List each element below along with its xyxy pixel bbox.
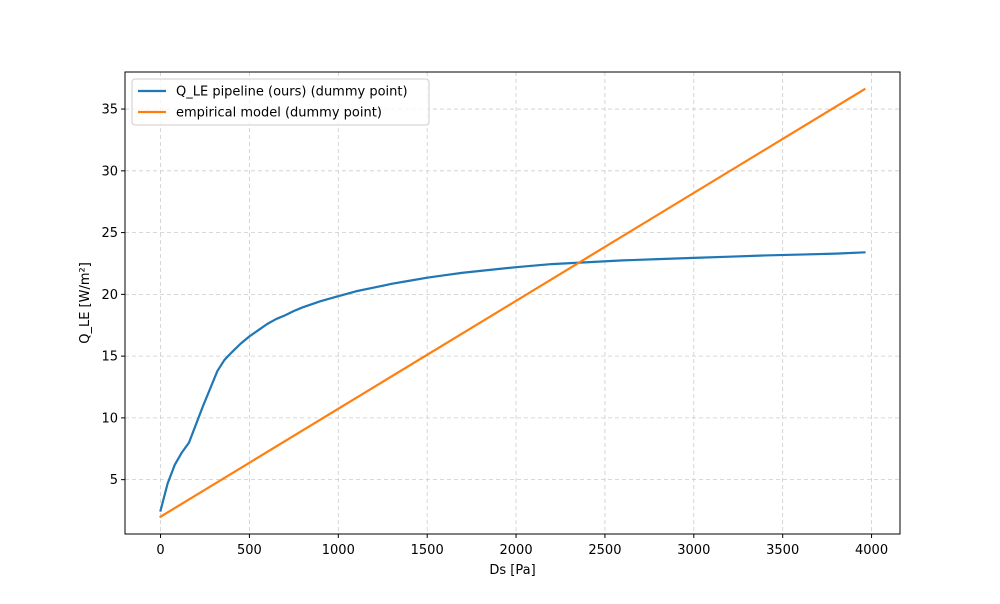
x-tick-label: 4000 — [855, 543, 888, 558]
x-tick-label: 3000 — [677, 543, 710, 558]
x-tick-label: 3500 — [766, 543, 799, 558]
series-line-1 — [159, 251, 866, 512]
x-tick-label: 1000 — [322, 543, 355, 558]
y-tick-label: 35 — [101, 103, 118, 118]
y-axis-label: Q_LE [W/m²] — [78, 262, 93, 344]
x-axis-ticks: 0 500 1000 1500 2000 2500 3000 3500 4000 — [156, 534, 888, 558]
y-tick-label: 30 — [101, 164, 118, 179]
y-axis-ticks: 5 10 15 20 25 30 35 — [101, 103, 125, 488]
series-layer — [159, 87, 866, 519]
y-tick-label: 20 — [101, 288, 118, 303]
legend: Q_LE pipeline (ours) (dummy point) empiri… — [131, 78, 430, 126]
series-line-2 — [159, 87, 866, 519]
legend-label-1: Q_LE pipeline (ours) (dummy point) — [176, 85, 408, 100]
legend-label-2: empirical model (dummy point) — [176, 106, 382, 121]
y-tick-label: 15 — [101, 350, 118, 365]
x-tick-label: 2500 — [588, 543, 621, 558]
legend-box — [131, 78, 430, 126]
x-axis-label: Ds [Pa] — [489, 563, 535, 578]
plot-frame — [124, 71, 901, 535]
x-tick-label: 0 — [156, 543, 164, 558]
y-tick-label: 10 — [101, 411, 118, 426]
x-tick-label: 1500 — [411, 543, 444, 558]
y-tick-label: 5 — [110, 473, 118, 488]
x-tick-label: 500 — [237, 543, 262, 558]
y-tick-label: 25 — [101, 226, 118, 241]
x-tick-label: 2000 — [500, 543, 533, 558]
grid — [125, 72, 900, 534]
